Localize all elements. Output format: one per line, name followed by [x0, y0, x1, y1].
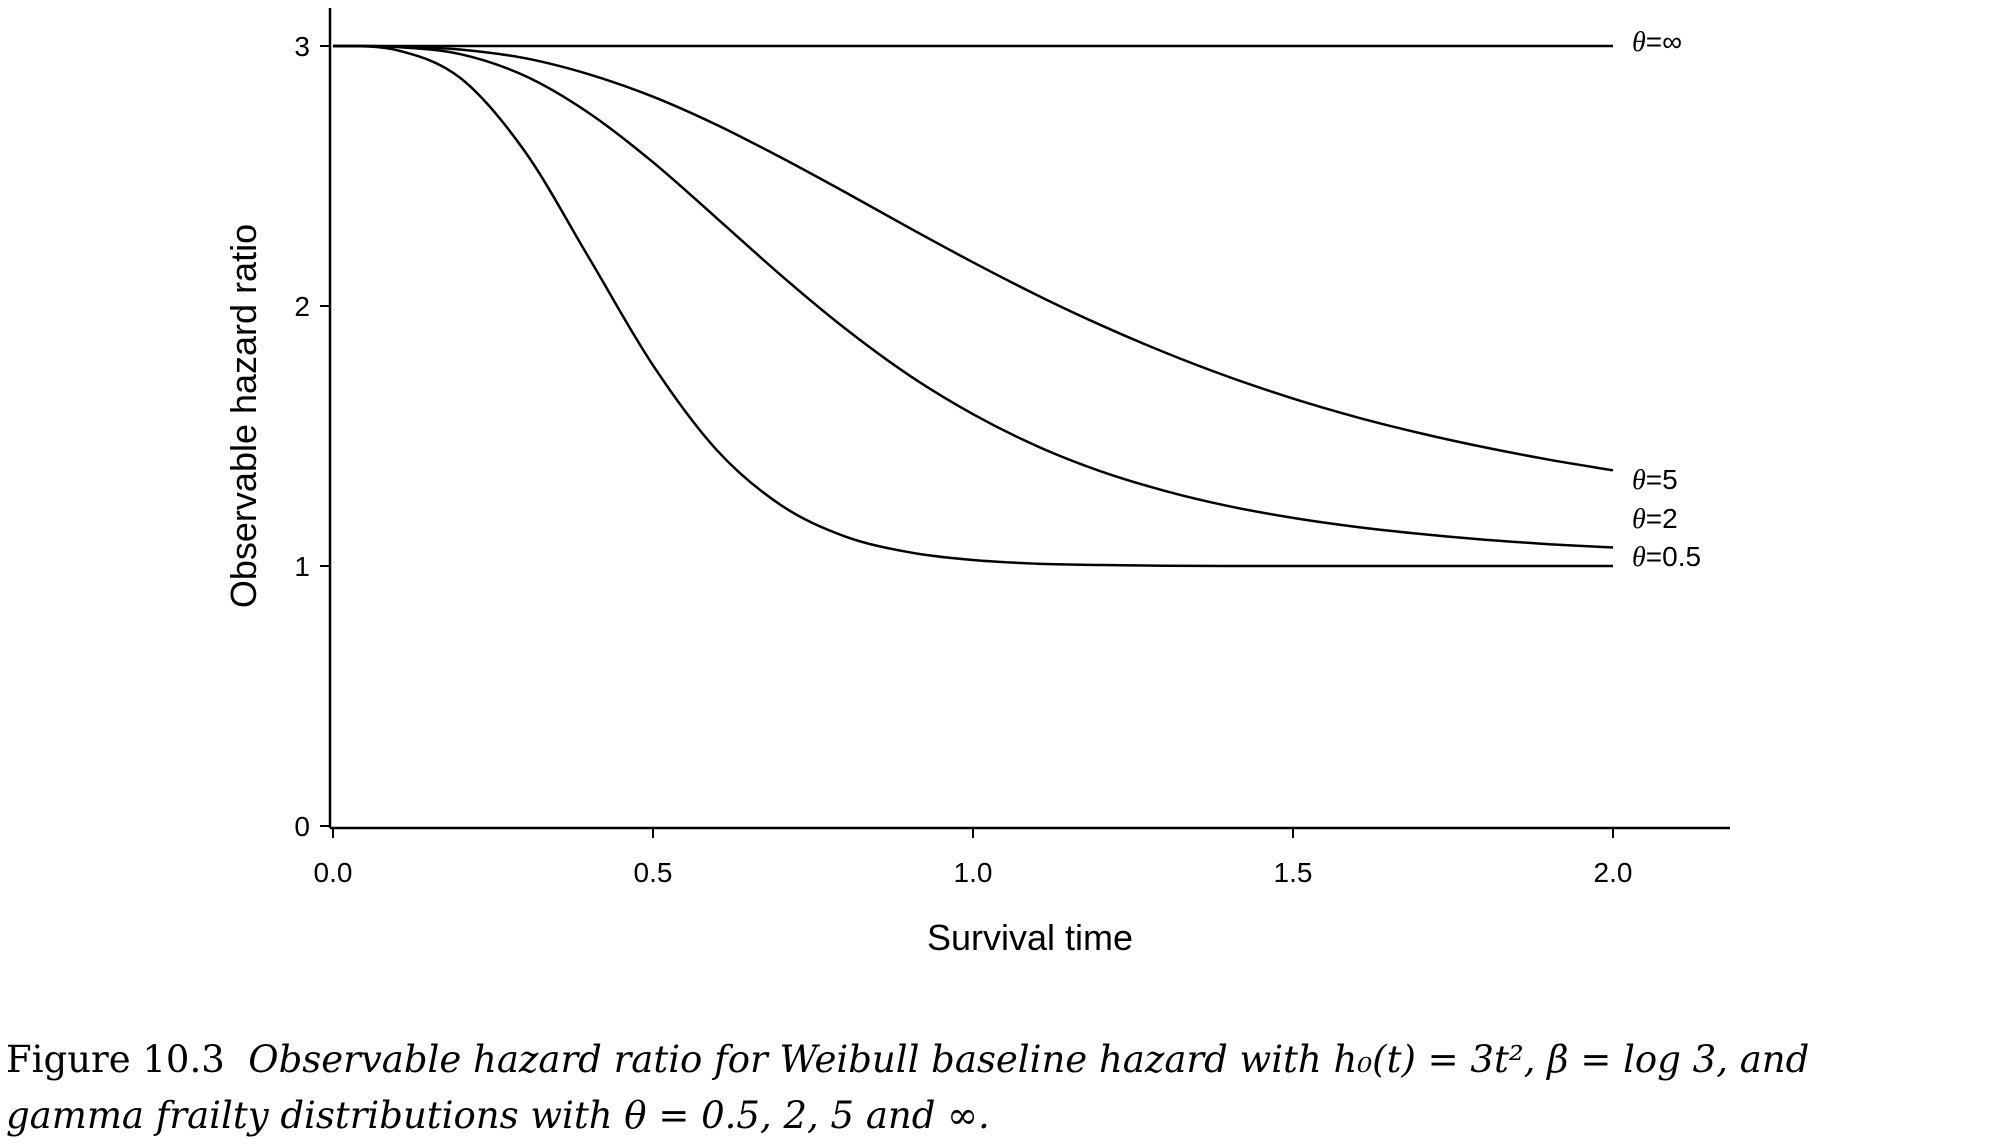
x-tick-label: 1.0: [954, 857, 993, 888]
x-ticks: 0.0 0.5 1.0 1.5 2.0: [314, 828, 1633, 888]
series-label-theta-infinity: θ=∞: [1632, 26, 1682, 58]
figure-number: Figure 10.3: [6, 1038, 225, 1081]
series-lines: [332, 44, 1614, 568]
x-tick-label: 1.5: [1274, 857, 1313, 888]
caption-line-1: Figure 10.3 Observable hazard ratio for …: [6, 1032, 1986, 1088]
series-line-theta-5: [332, 44, 1614, 472]
caption-text-1: Observable hazard ratio for Weibull base…: [248, 1038, 1810, 1081]
y-tick-label: 3: [294, 31, 310, 62]
caption-line-2: gamma frailty distributions with θ = 0.5…: [6, 1088, 1986, 1144]
figure-caption: Figure 10.3 Observable hazard ratio for …: [6, 1032, 1986, 1144]
y-tick-label: 0: [294, 811, 310, 842]
y-ticks: 0 1 2 3: [294, 31, 330, 842]
series-line-theta-0-5: [332, 44, 1613, 568]
y-tick-label: 2: [294, 291, 310, 322]
series-label-theta-0-5: θ=0.5: [1632, 541, 1701, 573]
x-tick-label: 0.0: [314, 857, 353, 888]
hazard-ratio-chart: 0.0 0.5 1.0 1.5 2.0 0 1 2 3 Survival time Obser…: [223, 8, 1730, 958]
series-label-theta-5: θ=5: [1632, 464, 1678, 496]
series-label-theta-2: θ=2: [1632, 503, 1678, 535]
x-tick-label: 2.0: [1594, 857, 1633, 888]
series-line-theta-2: [332, 44, 1614, 549]
y-axis-title: Observable hazard ratio: [223, 224, 264, 608]
x-tick-label: 0.5: [634, 857, 673, 888]
x-axis-title: Survival time: [927, 917, 1133, 958]
y-tick-label: 1: [294, 551, 310, 582]
caption-text-2: gamma frailty distributions with θ = 0.5…: [6, 1094, 990, 1137]
